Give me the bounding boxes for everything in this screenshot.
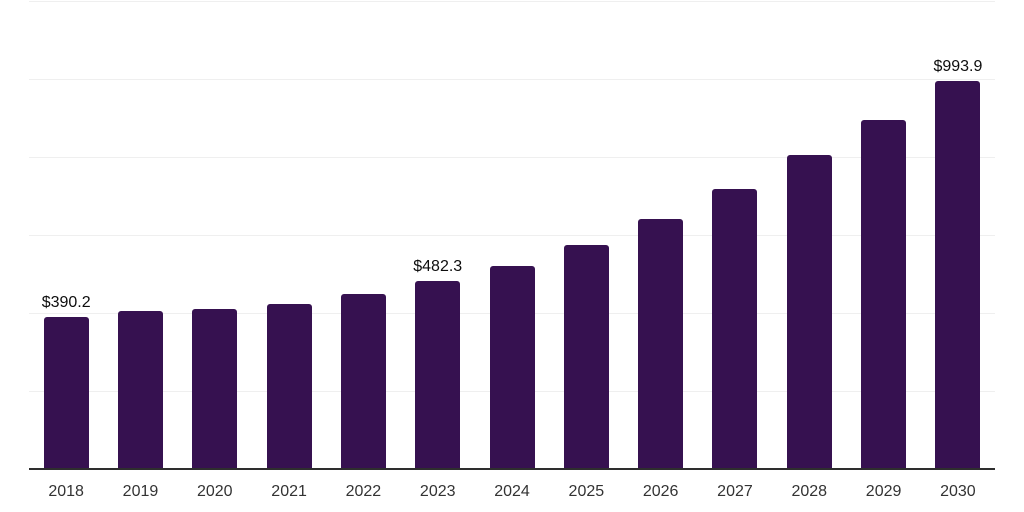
bar-column-2018: $390.2	[29, 1, 103, 469]
bar-column-2022	[326, 1, 400, 469]
bar-column-2019	[103, 1, 177, 469]
bar-value-label-2023: $482.3	[413, 257, 463, 275]
bar-2027	[712, 188, 758, 469]
gridline-800	[29, 156, 995, 158]
bar-column-2021	[252, 1, 326, 469]
bars-container: $390.2 $482.3 $993.9	[29, 1, 995, 469]
x-tick-label-2027: 2027	[717, 483, 753, 500]
bar-2022	[340, 294, 386, 469]
gridline-1000	[29, 78, 995, 80]
x-tick-label-2021: 2021	[271, 483, 307, 500]
x-tick-label-2024: 2024	[494, 483, 530, 500]
gridline-1200	[29, 1, 995, 2]
bar-2030	[935, 81, 981, 469]
bar-2018	[43, 316, 89, 469]
bar-column-2020	[178, 1, 252, 469]
bar-column-2026	[624, 1, 698, 469]
bar-column-2027	[698, 1, 772, 469]
bar-column-2023: $482.3	[401, 1, 475, 469]
x-tick-label-2025: 2025	[568, 483, 605, 500]
bar-2024	[489, 265, 535, 469]
bar-2021	[266, 303, 312, 469]
x-tick-label-2022: 2022	[345, 483, 382, 500]
bar-2019	[117, 311, 163, 469]
bar-2026	[638, 218, 684, 469]
x-tick-label-2026: 2026	[642, 483, 679, 500]
bar-column-2029	[846, 1, 920, 469]
bar-column-2030: $993.9	[921, 1, 995, 469]
bar-2029	[861, 120, 907, 469]
bar-column-2024	[475, 1, 549, 469]
x-tick-label-2030: 2030	[940, 483, 976, 500]
x-axis-tick-labels: 2018 2019 2020 2021 2022 2023 2024 2025 2026 2027…	[29, 482, 995, 501]
bar-2023	[415, 280, 461, 469]
x-axis-line	[29, 468, 995, 470]
bar-value-label-2018: $390.2	[41, 293, 91, 311]
x-tick-label-2020: 2020	[196, 483, 233, 500]
x-tick-label-2023: 2023	[419, 483, 456, 500]
bar-2028	[786, 155, 832, 469]
bar-column-2025	[549, 1, 623, 469]
x-tick-label-2029: 2029	[865, 483, 902, 500]
x-tick-label-2028: 2028	[791, 483, 828, 500]
bar-column-2028	[772, 1, 846, 469]
x-tick-label-2018: 2018	[48, 483, 84, 500]
gridline-600	[29, 235, 995, 236]
bar-value-label-2030: $993.9	[933, 58, 983, 76]
bar-2025	[563, 244, 609, 469]
plot-area: $390.2 $482.3 $993.9	[29, 1, 995, 470]
x-tick-label-2019: 2019	[122, 483, 159, 500]
bar-2020	[192, 308, 238, 469]
